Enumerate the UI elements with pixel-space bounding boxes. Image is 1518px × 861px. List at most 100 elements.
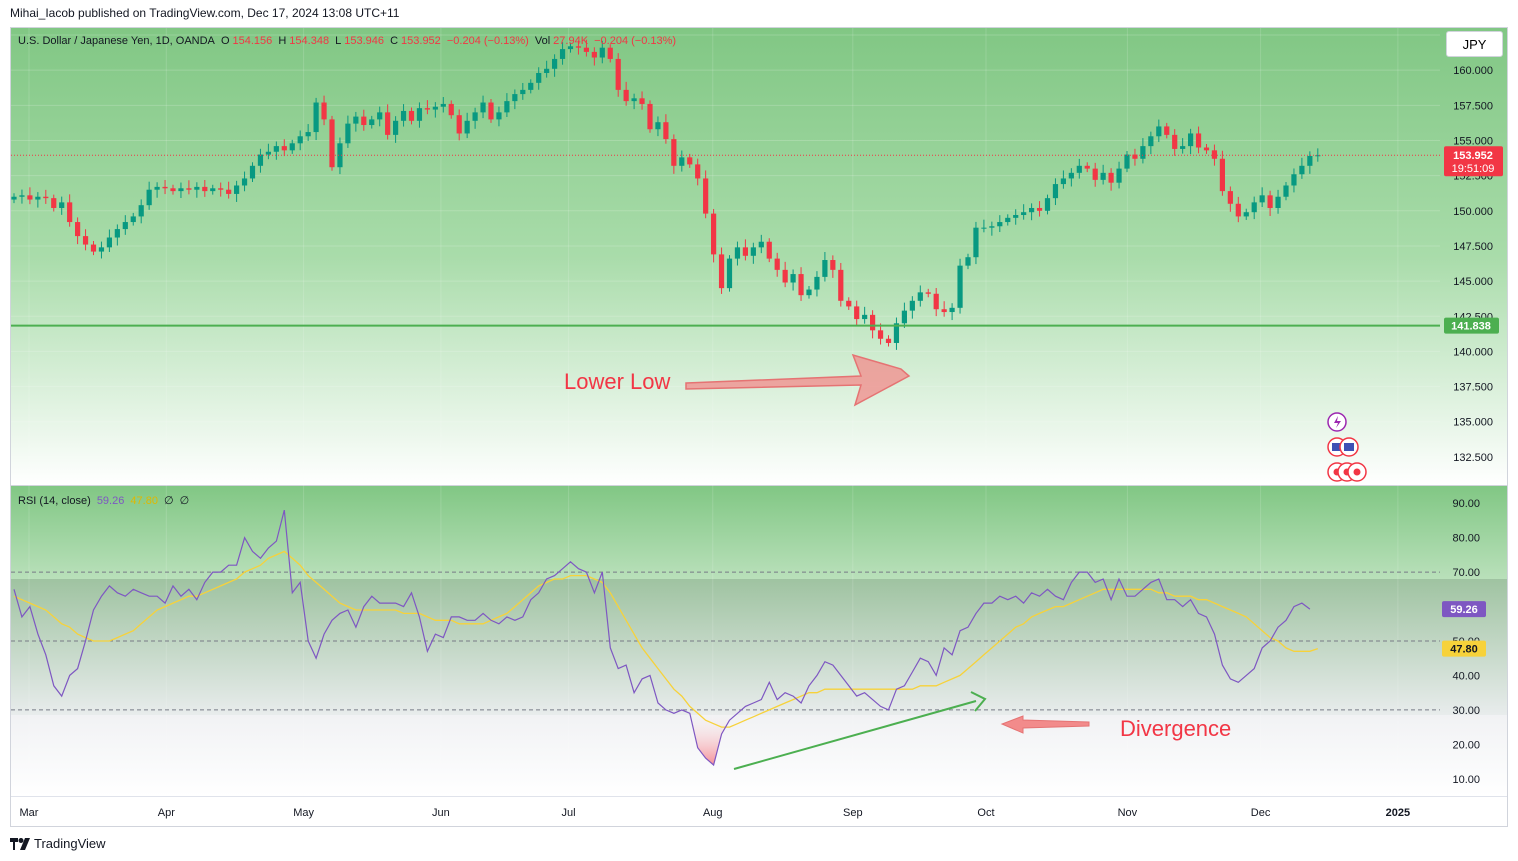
rsi-title[interactable]: RSI (14, close) <box>18 495 91 507</box>
rsi-ma-line[interactable] <box>13 550 1319 728</box>
price-tick-label: 140.000 <box>1453 346 1493 358</box>
candle-body <box>1219 158 1225 192</box>
candle-body <box>591 51 597 58</box>
flag-glyph-icon <box>1332 443 1342 451</box>
last-price-badge <box>1444 146 1503 177</box>
candle-body <box>67 202 73 223</box>
candle-body <box>870 314 876 331</box>
volume-change: −0.204 (−0.13%) <box>594 35 677 47</box>
candle-body <box>639 98 645 104</box>
candle-body <box>806 289 812 296</box>
close-value: 153.952 <box>401 35 441 47</box>
candle-body <box>1068 172 1074 179</box>
candle-body <box>154 186 160 190</box>
rsi-tick-label: 70.00 <box>1452 567 1480 579</box>
candle-body <box>472 112 478 121</box>
candle-body <box>1203 147 1210 151</box>
candle-body <box>281 146 287 151</box>
rsi-line[interactable] <box>13 509 1311 767</box>
candle-body <box>27 195 33 200</box>
candle-body <box>480 102 486 113</box>
month-label: Jun <box>432 807 450 819</box>
candle-body <box>1307 155 1313 166</box>
candle-body <box>130 216 136 223</box>
candle-body <box>186 188 192 190</box>
candle-body <box>1060 178 1066 185</box>
lower-low-arrow[interactable] <box>685 353 911 407</box>
candle-body <box>901 310 907 324</box>
tradingview-logo[interactable]: TradingView <box>10 836 106 851</box>
month-label: 2025 <box>1386 807 1410 819</box>
candle-body <box>1076 165 1082 173</box>
symbol-title[interactable]: U.S. Dollar / Japanese Yen, 1D, OANDA <box>18 35 215 47</box>
last-price-text: 153.952 <box>1453 150 1493 162</box>
candle-body <box>496 112 502 120</box>
month-label: Sep <box>843 807 863 819</box>
month-label: Aug <box>703 807 723 819</box>
candle-body <box>917 292 923 301</box>
candle-body <box>297 136 303 144</box>
price-pane-bg <box>11 28 1507 485</box>
candle-body <box>790 274 796 283</box>
candle-body <box>1299 165 1305 175</box>
candle-body <box>798 274 804 296</box>
candle-body <box>35 196 41 200</box>
candle-body <box>718 254 725 289</box>
candle-body <box>567 46 574 50</box>
rsi-trend-line[interactable] <box>733 700 977 770</box>
candle-body <box>170 188 176 192</box>
divergence-arrow[interactable] <box>1000 715 1090 734</box>
rsi-tick-label: 80.00 <box>1452 533 1480 545</box>
rsi-tick-label: 10.00 <box>1452 774 1480 786</box>
volume-value: 27.94K <box>553 35 589 47</box>
price-tick-label: 157.500 <box>1453 100 1493 112</box>
candle-body <box>337 143 343 168</box>
candle-body <box>1005 217 1011 223</box>
candle-body <box>1092 168 1098 180</box>
month-label: Jul <box>562 807 576 819</box>
candle-body <box>464 120 470 134</box>
candle-body <box>711 213 717 255</box>
rsi-pane-top-bg <box>11 486 1507 579</box>
candle-body <box>941 309 947 313</box>
brand-name: TradingView <box>34 836 106 851</box>
currency-button[interactable]: JPY <box>1446 31 1503 57</box>
low-label: L <box>335 35 342 47</box>
price-tick-label: 145.000 <box>1453 276 1493 288</box>
price-tick-label: 132.500 <box>1453 452 1493 464</box>
candle-body <box>400 110 407 121</box>
flag-glyph-icon <box>1344 443 1354 451</box>
candle-body <box>782 269 788 283</box>
candle-body <box>1235 203 1241 217</box>
candle-body <box>456 115 462 134</box>
candle-body <box>59 202 65 208</box>
change-value: −0.204 (−0.13%) <box>446 35 529 47</box>
low-value: 153.946 <box>344 35 385 47</box>
rsi-value-badge <box>1442 601 1486 618</box>
candle-body <box>1052 184 1059 199</box>
candle-body <box>989 226 995 228</box>
candle-body <box>520 89 526 95</box>
candle-body <box>393 120 399 135</box>
candle-body <box>981 227 987 229</box>
candle-body <box>623 89 629 102</box>
candle-body <box>774 258 780 270</box>
rsi-ma-badge <box>1442 640 1486 657</box>
rsi-legend[interactable]: RSI (14, close) 59.26 47.80 ∅ ∅ <box>18 494 192 507</box>
rsi-value: 59.26 <box>96 495 125 507</box>
candle-body <box>106 237 112 248</box>
volume-label: Vol <box>534 35 551 47</box>
candle-body <box>329 119 335 168</box>
support-badge-text: 141.838 <box>1451 321 1491 333</box>
candle-body <box>758 241 764 248</box>
price-tick-label: 135.000 <box>1453 417 1493 429</box>
candle-body <box>1124 154 1130 169</box>
candle-body <box>1116 168 1122 183</box>
candle-body <box>440 103 446 107</box>
candle-body <box>965 257 971 266</box>
candle-body <box>1132 154 1138 159</box>
candle-body <box>909 300 915 311</box>
candle-body <box>377 112 383 120</box>
